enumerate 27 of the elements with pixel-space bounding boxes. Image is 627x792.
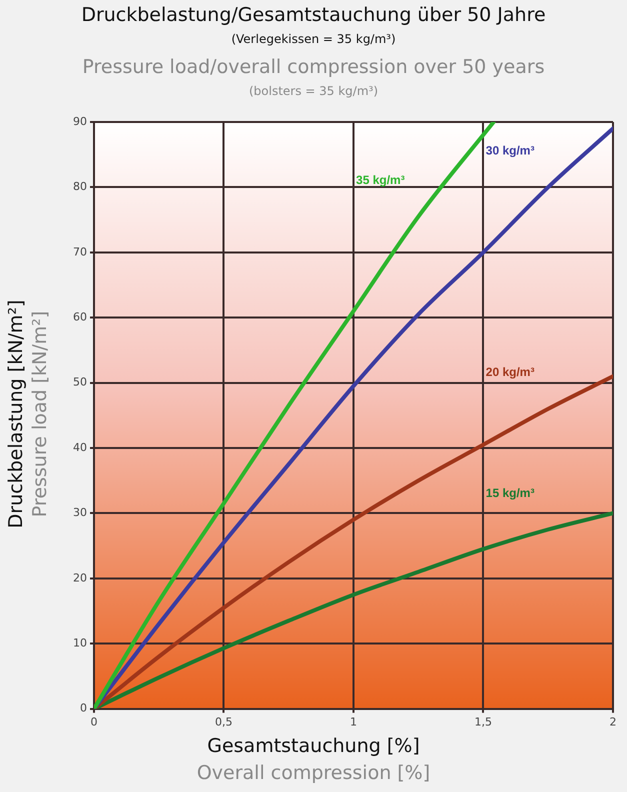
x-tick-label: 0,5 (215, 715, 232, 728)
x-tick-label: 2 (610, 715, 616, 728)
text: 35 kg/m³ (356, 172, 405, 187)
text: 30 kg/m³ (486, 144, 534, 158)
x-tick-label: 1,5 (474, 715, 492, 728)
y-tick-label: 40 (72, 440, 87, 454)
text: 15 kg/m³ (486, 486, 534, 500)
y-tick-label: 70 (72, 245, 87, 258)
y-tick-label: 50 (72, 376, 87, 389)
text: Pressure load/overall compression over 50 years (81, 56, 546, 78)
chart-subtitle: (Verlegekissen = 35 kg/m³) (230, 32, 397, 46)
text: 20 kg/m³ (486, 365, 534, 380)
x-axis-title: Gesamtstauchung [%] (206, 735, 421, 757)
x-tick-label: 1 (350, 715, 357, 728)
chart-title: Druckbelastung/Gesamtstauchung über 50 Jahre (80, 4, 547, 26)
text: Pressure load [kN/m²] (29, 310, 51, 520)
text: Overall compression [%] (196, 762, 432, 784)
y-tick-label: 60 (72, 310, 87, 324)
y-tick-label: 0 (80, 702, 87, 715)
y-tick-label: 80 (72, 180, 87, 194)
y-tick-label: 10 (72, 636, 87, 650)
text: (bolsters = 35 kg/m³) (248, 84, 380, 98)
y-tick-label: 30 (72, 506, 87, 520)
x-tick-label: 0 (90, 715, 98, 728)
y-tick-label: 90 (72, 114, 87, 128)
y-axis-title: Druckbelastung [kN/m²] (5, 299, 27, 531)
y-tick-label: 20 (72, 571, 87, 584)
